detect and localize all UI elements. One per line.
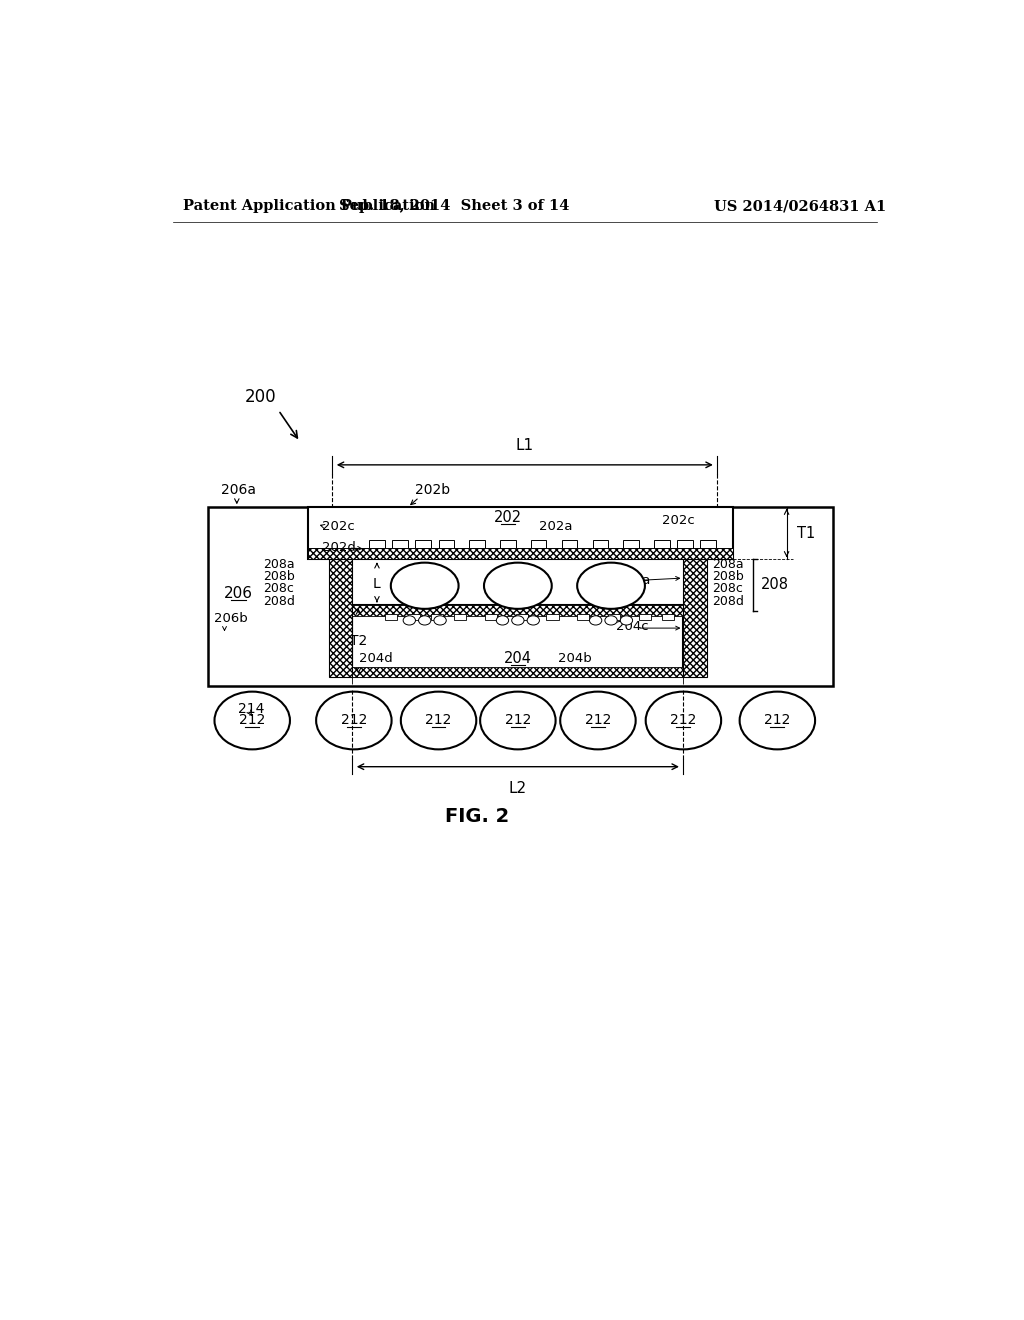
Text: 202: 202 [494, 511, 522, 525]
Text: Patent Application Publication: Patent Application Publication [183, 199, 435, 213]
Ellipse shape [484, 562, 552, 609]
Text: 208a: 208a [263, 557, 295, 570]
Bar [352, 605, 683, 615]
Bar [515, 614, 528, 620]
Bar [484, 614, 497, 620]
Text: 204a: 204a [617, 574, 650, 587]
Bar [654, 540, 670, 548]
Bar [307, 507, 733, 558]
Ellipse shape [480, 692, 556, 750]
Bar [547, 614, 559, 620]
Ellipse shape [419, 615, 431, 626]
Text: 212: 212 [585, 714, 611, 727]
Text: 212: 212 [764, 714, 791, 727]
Text: T2: T2 [350, 634, 368, 648]
Text: 204: 204 [504, 651, 531, 667]
Bar [352, 605, 683, 677]
Ellipse shape [560, 692, 636, 750]
Ellipse shape [590, 615, 602, 626]
Text: 212: 212 [671, 714, 696, 727]
Text: 212: 212 [239, 714, 265, 727]
Bar [392, 540, 408, 548]
Ellipse shape [527, 615, 540, 626]
Bar [431, 614, 443, 620]
Bar [593, 540, 608, 548]
Ellipse shape [739, 692, 815, 750]
Text: 208b: 208b [712, 570, 743, 583]
Text: 212: 212 [341, 714, 367, 727]
Text: Sep. 18, 2014  Sheet 3 of 14: Sep. 18, 2014 Sheet 3 of 14 [339, 199, 569, 213]
Ellipse shape [400, 692, 476, 750]
Bar [562, 540, 578, 548]
Text: 208d: 208d [712, 594, 743, 607]
Text: FIG. 2: FIG. 2 [445, 808, 509, 826]
Bar [608, 614, 621, 620]
Bar [385, 614, 397, 620]
Ellipse shape [434, 615, 446, 626]
Ellipse shape [497, 615, 509, 626]
Text: 210: 210 [412, 578, 438, 593]
Text: 210: 210 [505, 578, 531, 593]
Text: 212: 212 [505, 714, 531, 727]
Bar [438, 540, 454, 548]
Text: 204b: 204b [558, 652, 592, 665]
Bar [677, 540, 692, 548]
Bar [408, 614, 420, 620]
Bar [352, 667, 683, 677]
Ellipse shape [403, 615, 416, 626]
Ellipse shape [646, 692, 721, 750]
Text: 214: 214 [239, 702, 265, 715]
Bar [624, 540, 639, 548]
Bar [454, 614, 466, 620]
Bar [500, 540, 515, 548]
Text: US 2014/0264831 A1: US 2014/0264831 A1 [715, 199, 887, 213]
Text: 206: 206 [224, 586, 253, 601]
Text: 204c: 204c [615, 620, 648, 634]
Ellipse shape [214, 692, 290, 750]
Text: 206b: 206b [214, 612, 248, 626]
Bar [700, 540, 716, 548]
Bar [531, 540, 547, 548]
Bar [683, 558, 707, 677]
Bar [208, 507, 833, 686]
Text: T1: T1 [798, 525, 816, 540]
Bar [416, 540, 431, 548]
Text: 208: 208 [761, 577, 788, 593]
Bar [662, 614, 674, 620]
Text: 208d: 208d [263, 594, 295, 607]
Text: 206a: 206a [221, 483, 256, 496]
Bar [307, 548, 733, 558]
Ellipse shape [391, 562, 459, 609]
Bar [469, 540, 484, 548]
Bar [330, 558, 352, 677]
Text: 204d: 204d [358, 652, 392, 665]
Text: L2: L2 [509, 780, 527, 796]
Text: L1: L1 [516, 437, 534, 453]
Bar [639, 614, 651, 620]
Text: 208c: 208c [712, 582, 742, 595]
Text: 210: 210 [598, 578, 625, 593]
Bar [578, 614, 590, 620]
Text: 202a: 202a [539, 520, 572, 533]
Text: 208a: 208a [712, 557, 743, 570]
Text: 200: 200 [245, 388, 276, 407]
Text: 202d: 202d [322, 541, 355, 554]
Bar [370, 540, 385, 548]
Ellipse shape [512, 615, 524, 626]
Text: L: L [373, 577, 381, 591]
Ellipse shape [578, 562, 645, 609]
Text: 202b: 202b [416, 483, 451, 496]
Text: 202c: 202c [322, 520, 354, 533]
Ellipse shape [316, 692, 391, 750]
Text: 208b: 208b [263, 570, 295, 583]
Ellipse shape [621, 615, 633, 626]
Text: 208c: 208c [263, 582, 294, 595]
Ellipse shape [605, 615, 617, 626]
Text: 202c: 202c [662, 513, 694, 527]
Text: 212: 212 [425, 714, 452, 727]
